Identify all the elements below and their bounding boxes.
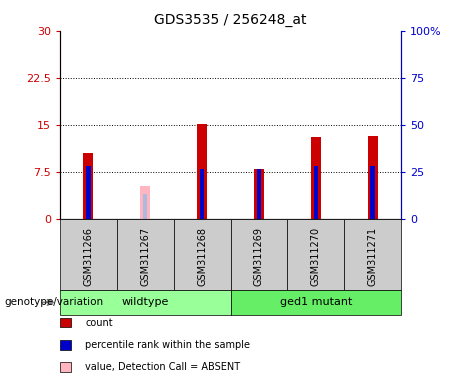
Bar — [140, 186, 150, 219]
Text: genotype/variation: genotype/variation — [5, 297, 104, 308]
Text: GSM311266: GSM311266 — [83, 227, 94, 286]
Bar — [197, 124, 207, 219]
Text: wildtype: wildtype — [122, 297, 169, 308]
Bar — [200, 169, 204, 219]
Text: value, Detection Call = ABSENT: value, Detection Call = ABSENT — [85, 362, 240, 372]
Text: percentile rank within the sample: percentile rank within the sample — [85, 340, 250, 350]
Bar — [257, 169, 261, 219]
Text: count: count — [85, 318, 113, 328]
Text: GSM311268: GSM311268 — [197, 227, 207, 286]
Bar — [143, 194, 148, 219]
Bar — [370, 166, 375, 219]
Bar — [313, 166, 318, 219]
Title: GDS3535 / 256248_at: GDS3535 / 256248_at — [154, 13, 307, 27]
Bar — [367, 136, 378, 219]
Bar — [86, 166, 91, 219]
Text: GSM311267: GSM311267 — [140, 227, 150, 286]
Text: ged1 mutant: ged1 mutant — [280, 297, 352, 308]
Text: GSM311269: GSM311269 — [254, 227, 264, 286]
Bar — [311, 137, 321, 219]
Text: GSM311270: GSM311270 — [311, 227, 321, 286]
Bar — [83, 153, 94, 219]
Bar — [254, 169, 264, 219]
Text: GSM311271: GSM311271 — [367, 227, 378, 286]
